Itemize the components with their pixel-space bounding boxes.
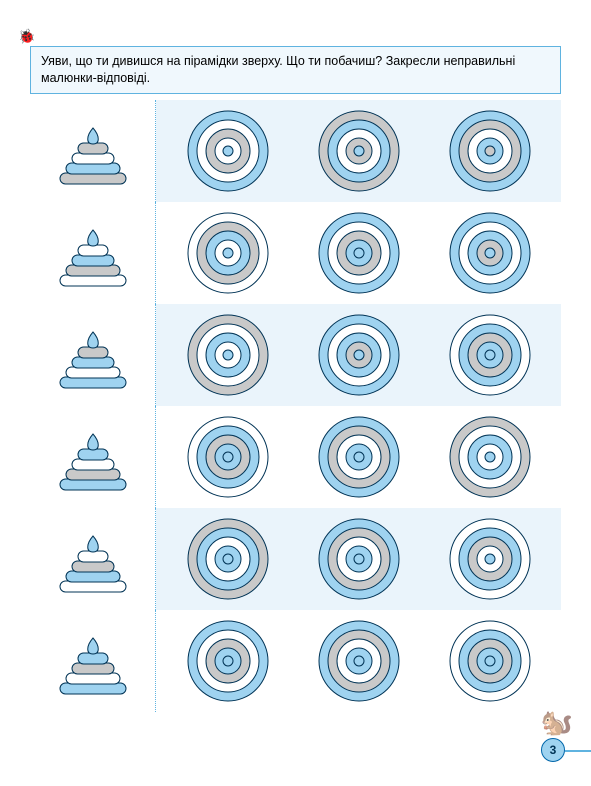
pyramid-cell: [30, 202, 155, 304]
pyramid-cell: [30, 610, 155, 712]
option-circle[interactable]: [315, 311, 403, 399]
pyramid-cell: [30, 304, 155, 406]
exercise-row: [30, 508, 561, 610]
options-area: [156, 202, 561, 304]
instruction-box: Уяви, що ти дивишся на пірамідки зверху.…: [30, 46, 561, 94]
exercise-row: [30, 304, 561, 406]
option-circle[interactable]: [446, 311, 534, 399]
ladybug-icon: 🐞: [18, 28, 35, 45]
option-circle[interactable]: [446, 107, 534, 195]
option-circle[interactable]: [446, 209, 534, 297]
option-circle[interactable]: [184, 413, 272, 501]
option-circle[interactable]: [315, 515, 403, 603]
option-circle[interactable]: [315, 413, 403, 501]
option-circle[interactable]: [184, 617, 272, 705]
exercise-grid: [30, 100, 561, 712]
page-number-badge: 3: [541, 738, 565, 762]
option-circle[interactable]: [446, 617, 534, 705]
option-circle[interactable]: [315, 617, 403, 705]
options-area: [156, 508, 561, 610]
footer-line: [565, 750, 591, 752]
exercise-row: [30, 202, 561, 304]
options-area: [156, 610, 561, 712]
instruction-text: Уяви, що ти дивишся на пірамідки зверху.…: [41, 54, 515, 85]
option-circle[interactable]: [184, 311, 272, 399]
option-circle[interactable]: [184, 107, 272, 195]
option-circle[interactable]: [315, 107, 403, 195]
options-area: [156, 304, 561, 406]
options-area: [156, 406, 561, 508]
mascot-icon: 🐿️: [541, 707, 573, 738]
option-circle[interactable]: [315, 209, 403, 297]
pyramid-cell: [30, 100, 155, 202]
option-circle[interactable]: [184, 515, 272, 603]
option-circle[interactable]: [446, 515, 534, 603]
option-circle[interactable]: [184, 209, 272, 297]
option-circle[interactable]: [446, 413, 534, 501]
pyramid-cell: [30, 406, 155, 508]
pyramid-cell: [30, 508, 155, 610]
page-number: 3: [541, 738, 565, 762]
options-area: [156, 100, 561, 202]
exercise-row: [30, 406, 561, 508]
exercise-row: [30, 100, 561, 202]
exercise-row: [30, 610, 561, 712]
worksheet-page: 🐞 Уяви, що ти дивишся на пірамідки зверх…: [0, 0, 591, 786]
